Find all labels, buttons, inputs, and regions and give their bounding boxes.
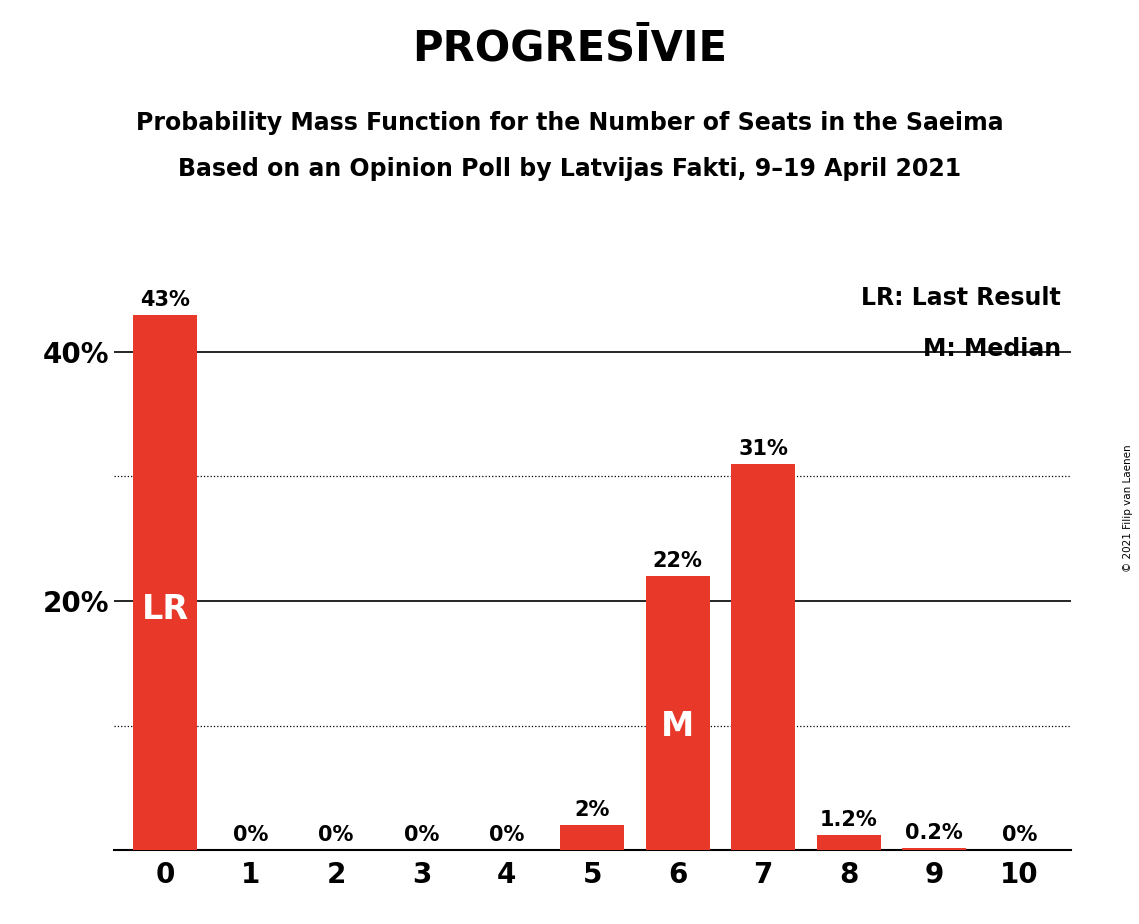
Bar bbox=[902, 847, 966, 850]
Text: 0%: 0% bbox=[232, 825, 269, 845]
Text: © 2021 Filip van Laenen: © 2021 Filip van Laenen bbox=[1123, 444, 1133, 572]
Text: 31%: 31% bbox=[738, 439, 788, 459]
Text: 0%: 0% bbox=[403, 825, 440, 845]
Text: LR: Last Result: LR: Last Result bbox=[861, 286, 1062, 310]
Text: 0%: 0% bbox=[318, 825, 354, 845]
Bar bbox=[731, 464, 795, 850]
Text: M: Median: M: Median bbox=[923, 337, 1062, 361]
Text: 43%: 43% bbox=[140, 289, 190, 310]
Text: 0%: 0% bbox=[489, 825, 525, 845]
Bar bbox=[560, 825, 624, 850]
Bar bbox=[133, 314, 197, 850]
Text: 0%: 0% bbox=[1001, 825, 1038, 845]
Bar bbox=[817, 835, 880, 850]
Text: 1.2%: 1.2% bbox=[820, 810, 877, 830]
Text: Probability Mass Function for the Number of Seats in the Saeima: Probability Mass Function for the Number… bbox=[136, 111, 1003, 135]
Text: LR: LR bbox=[141, 592, 189, 626]
Text: 22%: 22% bbox=[653, 551, 703, 571]
Bar bbox=[646, 576, 710, 850]
Text: M: M bbox=[661, 711, 695, 743]
Text: PROGRESĪVIE: PROGRESĪVIE bbox=[412, 28, 727, 69]
Text: 2%: 2% bbox=[574, 800, 611, 821]
Text: 0.2%: 0.2% bbox=[906, 822, 962, 843]
Text: Based on an Opinion Poll by Latvijas Fakti, 9–19 April 2021: Based on an Opinion Poll by Latvijas Fak… bbox=[178, 157, 961, 181]
